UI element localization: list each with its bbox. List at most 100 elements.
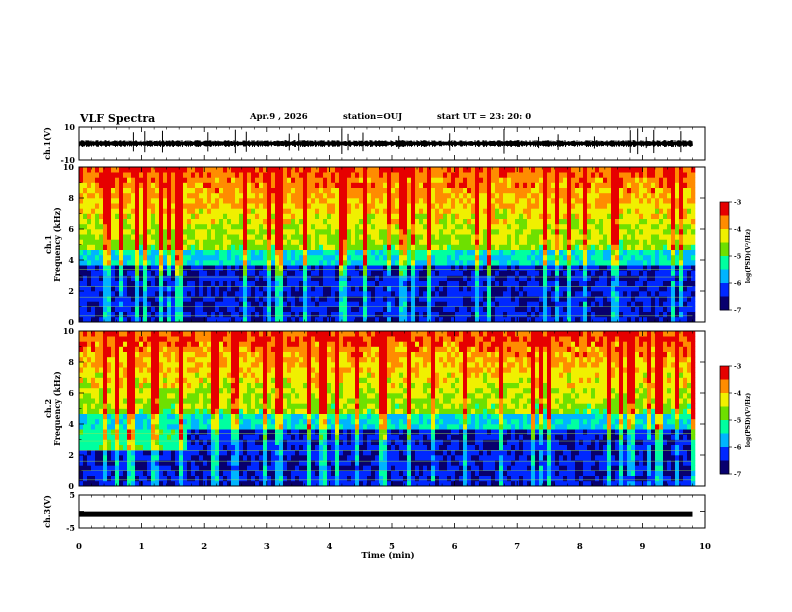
psd-cell [391, 301, 396, 307]
psd-cell [99, 203, 104, 209]
psd-cell [659, 291, 664, 297]
psd-cell [647, 301, 652, 307]
psd-cell [555, 260, 560, 266]
psd-cell [535, 311, 540, 318]
psd-cell [183, 306, 188, 312]
psd-cell [303, 270, 308, 276]
psd-cell [487, 249, 492, 256]
psd-cell [127, 285, 132, 292]
psd-cell [223, 177, 228, 183]
psd-cell [127, 301, 132, 307]
psd-cell [243, 203, 248, 209]
psd-cell [439, 296, 444, 302]
psd-cell [87, 239, 92, 245]
psd-cell [459, 182, 464, 188]
psd-cell [647, 270, 652, 276]
psd-cell [315, 187, 320, 194]
psd-cell [555, 270, 560, 276]
psd-cell [643, 223, 648, 230]
psd-cell [419, 177, 424, 183]
psd-cell [331, 187, 336, 194]
psd-cell [155, 249, 160, 256]
psd-cell [583, 301, 588, 307]
psd-cell [607, 213, 612, 219]
psd-cell [171, 177, 176, 183]
psd-cell [479, 192, 484, 199]
psd-cell [147, 167, 152, 173]
psd-cell [183, 265, 188, 271]
psd-cell [399, 254, 404, 261]
psd-cell [411, 177, 416, 183]
psd-cell [99, 182, 104, 188]
psd-cell [487, 229, 492, 235]
psd-cell [127, 254, 132, 261]
psd-cell [279, 306, 284, 312]
psd-cell [111, 275, 116, 281]
psd-cell [363, 234, 368, 240]
psd-cell [499, 239, 504, 245]
psd-cell [543, 203, 548, 209]
psd-cell [183, 260, 188, 266]
psd-cell [331, 172, 336, 178]
psd-cell [219, 275, 224, 281]
psd-cell [103, 239, 108, 245]
psd-cell [667, 167, 672, 173]
psd-cell [203, 223, 208, 230]
psd-cell [207, 296, 212, 302]
psd-cell [567, 296, 572, 302]
psd-cell [543, 172, 548, 178]
psd-cell [299, 223, 304, 230]
psd-cell [231, 254, 236, 261]
psd-cell [159, 316, 164, 323]
psd-cell [127, 192, 132, 199]
psd-cell [351, 260, 356, 266]
psd-cell [351, 285, 356, 292]
psd-cell [479, 280, 484, 287]
psd-cell [607, 172, 612, 178]
psd-cell [207, 311, 212, 318]
psd-cell [627, 234, 632, 240]
psd-cell [691, 296, 696, 302]
psd-cell [311, 182, 316, 188]
psd-cell [511, 208, 516, 214]
psd-cell [247, 275, 252, 281]
psd-cell [87, 244, 92, 250]
psd-cell [467, 301, 472, 307]
psd-cell [315, 311, 320, 318]
psd-cell [279, 213, 284, 219]
psd-cell [667, 229, 672, 235]
psd-cell [383, 239, 388, 245]
psd-cell [495, 182, 500, 188]
psd-cell [367, 182, 372, 188]
psd-cell [223, 223, 228, 230]
psd-cell [387, 167, 392, 173]
psd-cell [239, 218, 244, 225]
psd-cell [311, 213, 316, 219]
psd-cell [227, 270, 232, 276]
psd-cell [575, 316, 580, 323]
psd-cell [455, 203, 460, 209]
psd-cell [407, 167, 412, 173]
psd-cell [83, 187, 88, 194]
psd-cell [111, 270, 116, 276]
psd-cell [351, 234, 356, 240]
psd-cell [523, 172, 528, 178]
psd-cell [243, 167, 248, 173]
psd-cell [311, 254, 316, 261]
psd-cell [431, 265, 436, 271]
psd-cell [91, 208, 96, 214]
psd-cell [379, 291, 384, 297]
psd-cell [471, 239, 476, 245]
psd-cell [427, 234, 432, 240]
psd-cell [123, 187, 128, 194]
psd-cell [475, 311, 480, 318]
psd-cell [471, 167, 476, 173]
psd-cell [107, 244, 112, 250]
psd-cell [519, 316, 524, 323]
psd-cell [367, 265, 372, 271]
psd-cell [191, 187, 196, 194]
psd-cell [631, 172, 636, 178]
psd-cell [567, 177, 572, 183]
psd-cell [683, 316, 688, 323]
psd-cell [515, 301, 520, 307]
